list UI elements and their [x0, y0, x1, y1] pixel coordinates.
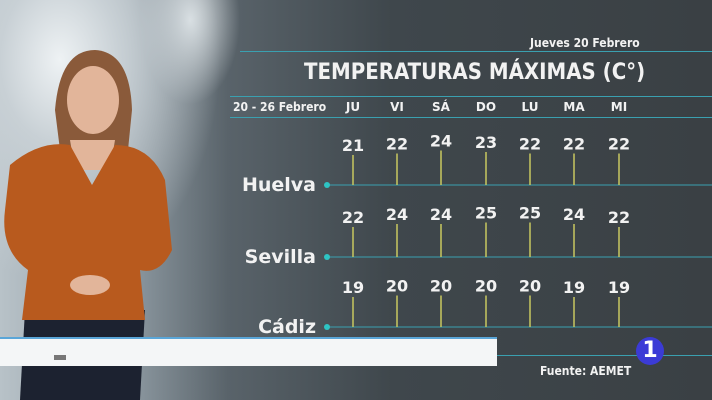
city-dot	[324, 254, 330, 260]
value-label: 24	[563, 205, 585, 224]
city-label: Sevilla	[245, 246, 316, 268]
value-label: 22	[563, 135, 585, 154]
channel-logo: 1	[636, 337, 664, 365]
value-label: 21	[342, 136, 364, 155]
value-label: 25	[475, 204, 497, 223]
value-label: 19	[608, 278, 630, 297]
city-label: Huelva	[242, 174, 316, 196]
value-label: 25	[519, 204, 541, 223]
value-label: 20	[519, 277, 541, 296]
date-range: 20 - 26 Febrero	[233, 100, 327, 114]
value-label: 19	[342, 278, 364, 297]
divider	[230, 117, 712, 118]
value-label: 22	[608, 135, 630, 154]
value-label: 22	[608, 208, 630, 227]
divider	[230, 96, 712, 97]
date-label: Jueves 20 Febrero	[530, 36, 640, 50]
city-dot	[324, 182, 330, 188]
day-label: MI	[611, 100, 627, 114]
value-label: 19	[563, 278, 585, 297]
value-label: 22	[386, 135, 408, 154]
value-label: 22	[342, 208, 364, 227]
value-label: 24	[386, 205, 408, 224]
divider	[240, 51, 712, 52]
ticker-mark	[54, 355, 66, 360]
news-ticker	[0, 337, 497, 366]
day-label: JU	[345, 100, 360, 114]
chart-title: TEMPERATURAS MÁXIMAS (C°)	[304, 60, 646, 85]
source-label: Fuente: AEMET	[540, 364, 632, 378]
day-label: MA	[563, 100, 585, 114]
value-label: 22	[519, 135, 541, 154]
city-dot	[324, 324, 330, 330]
value-label: 20	[475, 277, 497, 296]
day-label: LU	[522, 100, 539, 114]
day-label: VI	[390, 100, 404, 114]
city-label: Cádiz	[258, 316, 316, 338]
day-label: DO	[476, 100, 496, 114]
value-label: 20	[386, 277, 408, 296]
value-label: 24	[430, 132, 452, 151]
day-label: SÁ	[432, 99, 451, 114]
value-label: 24	[430, 205, 452, 224]
value-label: 23	[475, 133, 497, 152]
value-label: 20	[430, 277, 452, 296]
divider	[497, 355, 712, 356]
